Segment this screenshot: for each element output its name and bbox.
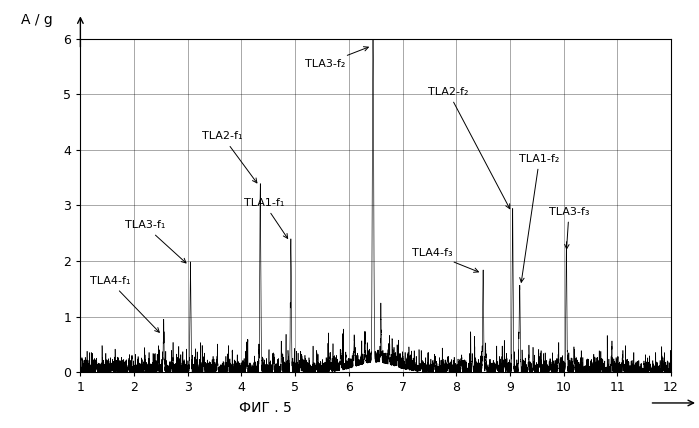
Text: A / g: A / g <box>21 13 52 27</box>
Text: TLA4-f₃: TLA4-f₃ <box>412 248 478 272</box>
Text: TLA1-f₂: TLA1-f₂ <box>519 154 560 282</box>
Text: ФИГ . 5: ФИГ . 5 <box>239 401 292 415</box>
Text: TLA2-f₂: TLA2-f₂ <box>428 87 510 209</box>
Text: TLA3-f₂: TLA3-f₂ <box>305 47 368 69</box>
Text: TLA4-f₁: TLA4-f₁ <box>89 276 159 332</box>
Text: TLA2-f₁: TLA2-f₁ <box>203 131 257 183</box>
Text: TLA1-f₁: TLA1-f₁ <box>244 198 288 238</box>
Text: TLA3-f₁: TLA3-f₁ <box>124 220 186 263</box>
Text: TLA3-f₃: TLA3-f₃ <box>549 207 589 249</box>
